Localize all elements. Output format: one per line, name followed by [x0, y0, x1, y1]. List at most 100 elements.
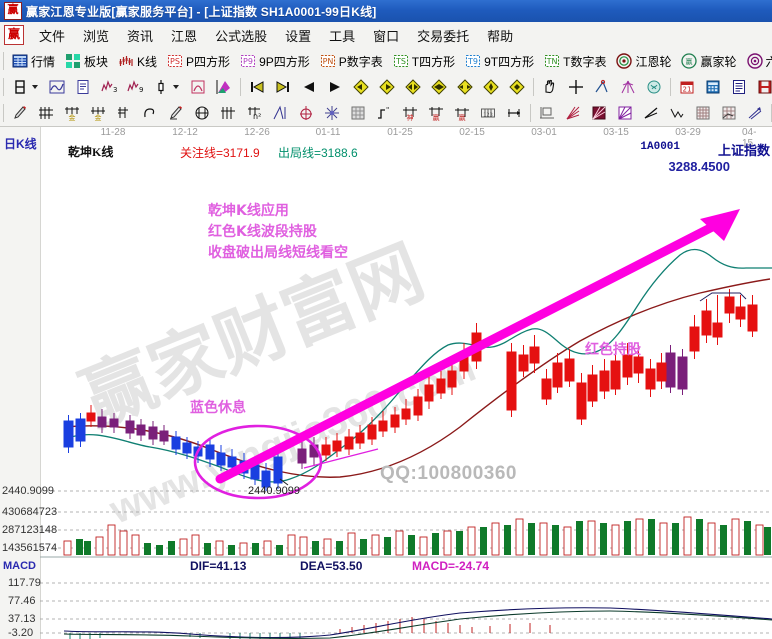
toolbar-button-sector[interactable]: 板块: [61, 51, 112, 72]
toolbar-button-t-number-table[interactable]: TN T数字表: [540, 51, 610, 72]
ps-square-icon: PS: [167, 53, 183, 69]
toolbar-button-six[interactable]: 六: [743, 51, 772, 72]
menu-item-gann[interactable]: 江恩: [162, 23, 206, 48]
toolbar-button-box-fan[interactable]: [587, 103, 611, 123]
toolbar-button-win-square[interactable]: 赢: [450, 103, 474, 123]
toolbar-button-step-line[interactable]: ": [372, 103, 396, 123]
toolbar-separator: [3, 104, 4, 122]
toolbar-button-pen-red[interactable]: [8, 103, 32, 123]
toolbar-button-ruler-grid[interactable]: 123: [476, 103, 500, 123]
candlestick-chart-svg[interactable]: [40, 127, 772, 639]
menu-item-file[interactable]: 文件: [30, 23, 74, 48]
chevron-down-icon[interactable]: [31, 79, 39, 95]
toolbar-button-kline[interactable]: K线: [114, 51, 161, 72]
menu-item-news[interactable]: 资讯: [118, 23, 162, 48]
toolbar-button-zoom-cross[interactable]: [479, 77, 503, 97]
toolbar-button-gann-wheel[interactable]: 江恩轮: [612, 51, 675, 72]
toolbar-button-formula[interactable]: [186, 77, 210, 97]
toolbar-button-9t-square[interactable]: T9 9T四方形: [461, 51, 538, 72]
wave3-icon: 3: [101, 79, 117, 95]
menu-item-trade[interactable]: 交易委托: [408, 23, 478, 48]
toolbar-button-draw-fan[interactable]: [616, 77, 640, 97]
toolbar-button-wave3[interactable]: 3: [97, 77, 121, 97]
pn-number-table-icon: PN: [320, 53, 336, 69]
toolbar-button-percent-fan[interactable]: [112, 103, 136, 123]
toolbar-button-hand[interactable]: [538, 77, 562, 97]
toolbar-button-speed-fan[interactable]: [613, 103, 637, 123]
toolbar-button-gold-ratio[interactable]: 金: [60, 103, 84, 123]
toolbar-button-star-burst[interactable]: [320, 103, 344, 123]
toolbar-button-p-number-table[interactable]: PN P数字表: [316, 51, 387, 72]
menu-item-tools[interactable]: 工具: [320, 23, 364, 48]
menu-item-settings[interactable]: 设置: [276, 23, 320, 48]
menu-item-help[interactable]: 帮助: [478, 23, 522, 48]
toolbar-button-notes[interactable]: [727, 77, 751, 97]
toolbar-button-shift-left[interactable]: [349, 77, 373, 97]
toolbar-button-shen-grid[interactable]: 神: [398, 103, 422, 123]
toolbar-button-save[interactable]: [753, 77, 772, 97]
toolbar-button-calendar[interactable]: 21: [675, 77, 699, 97]
toolbar-button-last[interactable]: [271, 77, 295, 97]
toolbar-button-first[interactable]: [245, 77, 269, 97]
toolbar-button-9p-square[interactable]: P9 9P四方形: [236, 51, 314, 72]
chart-plot-area[interactable]: 11-28 12-12 12-26 01-11 01-25 02-15 03-0…: [40, 127, 772, 639]
toolbar-button-winner-wheel[interactable]: 赢 赢家轮: [677, 51, 740, 72]
toolbar-button-grid-h[interactable]: [216, 103, 240, 123]
toolbar-button-win-grid[interactable]: 赢: [424, 103, 448, 123]
target-icon: [298, 105, 314, 121]
toolbar-button-zoom-hh[interactable]: [427, 77, 451, 97]
menu-item-formula-stock[interactable]: 公式选股: [206, 23, 276, 48]
prev-icon: [301, 79, 317, 95]
toolbar-button-overlay[interactable]: [45, 77, 69, 97]
toolbar-button-n2[interactable]: n²: [242, 103, 266, 123]
toolbar-button-target[interactable]: [294, 103, 318, 123]
toolbar-button-measure[interactable]: [502, 103, 526, 123]
toolbar-button-zigzag[interactable]: [665, 103, 689, 123]
toolbar-button-draw-angle[interactable]: [590, 77, 614, 97]
report-icon: [75, 79, 91, 95]
svg-text:赢: 赢: [433, 113, 440, 121]
toolbar-button-trend-line[interactable]: [639, 103, 663, 123]
toolbar-button-prev[interactable]: [297, 77, 321, 97]
toolbar-button-single-candle[interactable]: [149, 77, 184, 97]
toolbar-button-wave9[interactable]: 9: [123, 77, 147, 97]
sector-blocks-icon: [65, 53, 81, 69]
toolbar-button-net-grid2[interactable]: [717, 103, 741, 123]
toolbar-button-channel[interactable]: [535, 103, 559, 123]
candlestick-icon: [118, 53, 134, 69]
toolbar-button-period[interactable]: [8, 77, 43, 97]
quote-grid-icon: [12, 53, 28, 69]
toolbar-button-circle-cross[interactable]: [190, 103, 214, 123]
toolbar-button-gold-ratio2[interactable]: 金: [86, 103, 110, 123]
svg-text:金: 金: [95, 113, 102, 121]
toolbar-button-grid-lines[interactable]: [34, 103, 58, 123]
toolbar-button-fan-lines[interactable]: [561, 103, 585, 123]
toolbar-button-angle-line[interactable]: [268, 103, 292, 123]
menu-item-window[interactable]: 窗口: [364, 23, 408, 48]
toolbar-button-quote[interactable]: 行情: [8, 51, 59, 72]
menu-item-browse[interactable]: 浏览: [74, 23, 118, 48]
toolbar-button-pen-blue[interactable]: [164, 103, 188, 123]
toolbar-button-brain[interactable]: [642, 77, 666, 97]
toolbar-button-trend-arrow[interactable]: [743, 103, 767, 123]
toolbar-button-zoom-fit[interactable]: [505, 77, 529, 97]
toolbar-button-crosshair[interactable]: [564, 77, 588, 97]
toolbar-button-box-grid[interactable]: [346, 103, 370, 123]
toolbar-button-color-chart[interactable]: [212, 77, 236, 97]
toolbar-button-t-square[interactable]: TS T四方形: [389, 51, 459, 72]
net-grid2-icon: [721, 105, 737, 121]
toolbar-button-calculator[interactable]: [701, 77, 725, 97]
toolbar-button-next[interactable]: [323, 77, 347, 97]
toolbar-button-p-square-label: P四方形: [186, 53, 230, 70]
toolbar-button-curve[interactable]: [138, 103, 162, 123]
chart-panel[interactable]: 日K线 MACD 11-28 12-12 12-26 01-11 01-25 0…: [0, 126, 772, 639]
toolbar-button-zoom-h[interactable]: [401, 77, 425, 97]
chevron-down-icon[interactable]: [172, 79, 180, 95]
toolbar-button-p-number-table-label: P数字表: [339, 53, 383, 70]
toolbar-button-shift-right[interactable]: [375, 77, 399, 97]
trend-arrow-icon: [747, 105, 763, 121]
toolbar-button-zoom-wide[interactable]: [453, 77, 477, 97]
toolbar-button-p-square[interactable]: PS P四方形: [163, 51, 234, 72]
toolbar-button-report[interactable]: [71, 77, 95, 97]
toolbar-button-net-grid[interactable]: [691, 103, 715, 123]
